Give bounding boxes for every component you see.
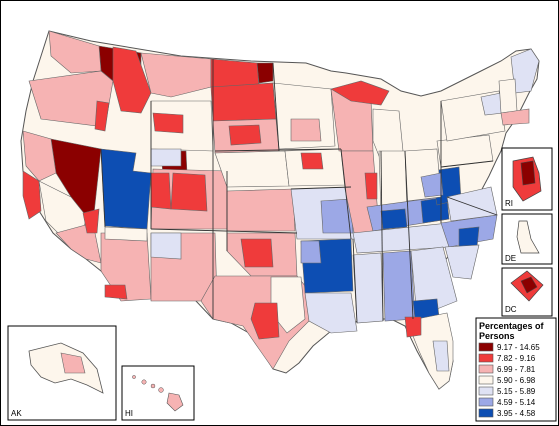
- de-shape: [516, 220, 540, 254]
- region-arizona-south: [104, 284, 128, 300]
- alaska-region: [60, 352, 86, 374]
- legend-title-line1: Percentages of: [479, 321, 545, 331]
- legend: Percentages of Persons 9.17 - 14.65 7.82 …: [475, 317, 557, 422]
- legend-swatch: [478, 397, 494, 407]
- region-vermont-nh: [498, 78, 518, 114]
- region-illinois-north: [364, 172, 378, 200]
- region-nebraska: [214, 150, 290, 188]
- legend-swatch: [478, 364, 494, 374]
- inset-alaska: AK: [7, 325, 117, 421]
- inset-hawaii: HI: [121, 365, 195, 421]
- region-montana-east: [210, 58, 260, 88]
- legend-swatch: [478, 408, 494, 418]
- region-kansas: [226, 188, 296, 232]
- region-california-bay: [22, 170, 42, 220]
- legend-label: 5.90 - 6.98: [497, 376, 536, 385]
- legend-label: 5.15 - 5.89: [497, 387, 536, 396]
- region-oklahoma-central: [240, 238, 274, 268]
- region-massachusetts: [500, 108, 530, 126]
- ri-region-dark: [520, 160, 536, 186]
- inset-label-hi: HI: [125, 409, 133, 418]
- legend-swatch: [478, 386, 494, 396]
- inset-label-de: DE: [505, 254, 516, 263]
- inset-dc: DC: [501, 267, 553, 317]
- region-colorado-west: [150, 172, 172, 210]
- region-florida-south: [432, 340, 450, 372]
- region-arizona-north: [104, 226, 148, 242]
- inset-label-dc: DC: [505, 305, 517, 314]
- region-minnesota-south: [290, 118, 322, 142]
- region-north-dakota: [210, 82, 277, 122]
- region-montana-west: [140, 52, 212, 98]
- dc-region-dark: [520, 276, 538, 294]
- legend-label: 4.59 - 5.14: [497, 398, 536, 407]
- region-oregon-south: [94, 100, 110, 132]
- inset-label-ri: RI: [505, 199, 513, 208]
- region-new-mexico-north: [150, 232, 182, 260]
- region-wyoming-sw: [150, 148, 182, 167]
- inset-rhode-island: RI: [501, 147, 553, 211]
- region-iowa-central: [300, 152, 324, 170]
- region-georgia: [410, 246, 458, 318]
- inset-label-ak: AK: [11, 409, 22, 418]
- region-washington-west: [48, 30, 102, 74]
- region-south-carolina: [444, 244, 480, 280]
- state-borders: [100, 59, 498, 324]
- legend-title-line2: Persons: [479, 331, 515, 341]
- legend-label: 7.82 - 9.16: [497, 354, 536, 363]
- inset-delaware: DE: [501, 213, 553, 265]
- region-kentucky-central: [380, 208, 408, 230]
- region-california-desert: [82, 208, 100, 234]
- region-arkansas-west: [300, 240, 322, 264]
- legend-label: 3.95 - 4.58: [497, 409, 536, 418]
- region-sd-west: [228, 124, 262, 146]
- hawaii-big-island: [166, 392, 184, 412]
- region-florida-north: [404, 316, 422, 338]
- region-louisiana: [304, 292, 358, 334]
- region-pa-west: [420, 172, 444, 198]
- legend-label: 9.17 - 14.65: [497, 343, 540, 352]
- region-texas-central: [250, 302, 280, 340]
- legend-swatch: [478, 353, 494, 363]
- region-california-north: [22, 130, 57, 182]
- region-mississippi: [352, 252, 384, 324]
- legend-swatch: [478, 342, 494, 352]
- region-michigan-up: [330, 80, 390, 106]
- region-montana-ne: [256, 62, 274, 84]
- legend-label: 6.99 - 7.81: [497, 365, 536, 374]
- legend-items: 9.17 - 14.65 7.82 - 9.16 6.99 - 7.81 5.90 -…: [478, 342, 540, 418]
- region-colorado-front: [170, 172, 208, 212]
- region-wyoming-nw: [152, 112, 184, 134]
- legend-swatch: [478, 375, 494, 385]
